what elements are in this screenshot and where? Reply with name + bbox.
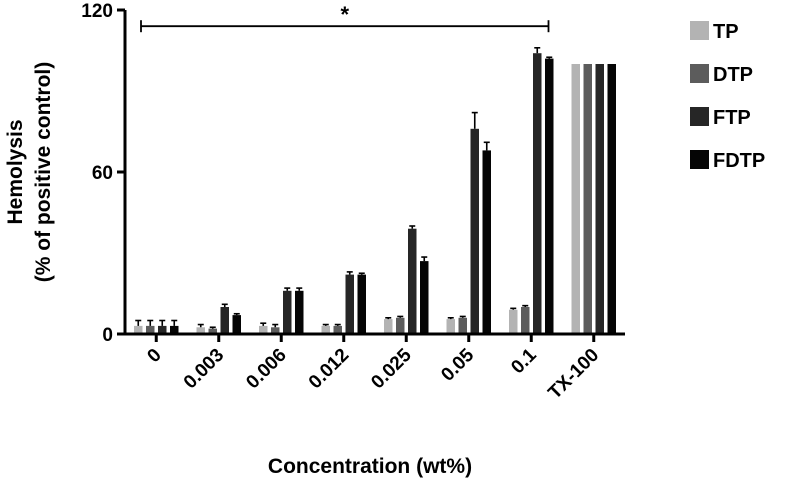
bar-dtp-2 (271, 327, 280, 335)
x-tick-label-5: 0.05 (437, 344, 478, 385)
legend-label-tp: TP (713, 21, 739, 43)
error-bar-fdtp-6 (546, 56, 553, 59)
error-bar-tp-3 (322, 323, 329, 326)
error-bar-fdtp-5 (483, 141, 490, 151)
bar-ftp-3 (345, 274, 354, 334)
legend: TP DTP FTP FDTP (690, 21, 765, 172)
bar-ftp-6 (533, 53, 542, 334)
bar-ftp-0 (158, 325, 167, 334)
error-bar-tp-1 (197, 323, 204, 328)
legend-swatch-tp (690, 21, 709, 40)
error-bar-tp-5 (447, 316, 454, 320)
x-tick-label-3: 0.012 (305, 345, 353, 393)
x-tick-label-7: TX-100 (544, 345, 603, 404)
bar-fdtp-6 (545, 58, 554, 334)
error-bar-fdtp-4 (421, 256, 428, 262)
bar-ftp-1 (220, 307, 229, 334)
bar-ftp-5 (470, 128, 479, 334)
error-bar-ftp-6 (534, 46, 541, 54)
legend-swatch-dtp (690, 64, 709, 83)
bar-fdtp-7 (607, 64, 616, 334)
bar-ftp-4 (408, 228, 417, 334)
error-bar-fdtp-3 (358, 272, 365, 275)
y-axis-title: Hemolysis (4, 119, 27, 224)
y-axis: 0 60 120 (81, 1, 127, 346)
significance-star: * (340, 2, 349, 27)
y-tick-label-0: 0 (102, 325, 113, 346)
x-axis-title: Concentration (wt%) (268, 455, 472, 478)
plot-area (134, 46, 616, 335)
bar-dtp-1 (208, 328, 217, 334)
significance-annotation: * (140, 2, 550, 33)
bar-tp-5 (446, 319, 455, 334)
x-tick-label-2: 0.006 (242, 345, 290, 393)
legend-item-fdtp: FDTP (690, 150, 765, 172)
error-bar-tp-2 (260, 322, 267, 326)
x-axis: 0 0.003 0.006 0.012 0.025 0.05 0.1 TX-100 (125, 332, 625, 404)
y-tick-label-1: 60 (92, 163, 113, 184)
bar-fdtp-3 (357, 274, 366, 334)
bar-dtp-6 (521, 307, 530, 334)
error-bar-dtp-4 (397, 315, 404, 318)
error-bar-ftp-0 (159, 319, 166, 326)
error-bar-fdtp-1 (233, 312, 240, 316)
bar-tp-7 (571, 64, 580, 334)
bar-tp-0 (134, 325, 143, 334)
bar-fdtp-0 (170, 325, 179, 334)
legend-swatch-ftp (690, 107, 709, 126)
bar-fdtp-5 (482, 150, 491, 334)
error-bar-tp-4 (385, 316, 392, 320)
bar-ftp-7 (595, 64, 604, 334)
error-bar-ftp-5 (471, 111, 478, 129)
legend-item-dtp: DTP (690, 64, 753, 86)
error-bar-tp-0 (135, 319, 142, 326)
error-bar-fdtp-0 (171, 319, 178, 326)
y-tick-label-2: 120 (81, 1, 113, 22)
legend-item-tp: TP (690, 21, 739, 43)
legend-item-ftp: FTP (690, 107, 751, 129)
bar-dtp-3 (333, 325, 342, 334)
bar-fdtp-4 (420, 261, 429, 334)
error-bar-dtp-5 (459, 315, 466, 318)
error-bar-dtp-3 (334, 323, 341, 326)
bar-ftp-2 (283, 290, 292, 334)
bar-tp-4 (384, 319, 393, 334)
bar-dtp-5 (458, 317, 467, 334)
legend-swatch-fdtp (690, 150, 709, 169)
error-bar-dtp-6 (522, 304, 529, 307)
bar-tp-6 (509, 309, 518, 334)
y-axis-subtitle: (% of positive control) (32, 62, 55, 283)
legend-label-fdtp: FDTP (713, 150, 765, 172)
error-bar-ftp-4 (409, 225, 416, 229)
error-bar-dtp-0 (147, 319, 154, 326)
error-bar-ftp-1 (221, 303, 228, 307)
x-tick-label-0: 0 (143, 345, 165, 367)
error-bar-ftp-2 (284, 287, 291, 291)
error-bar-fdtp-2 (296, 287, 303, 291)
bar-fdtp-2 (295, 290, 304, 334)
error-bar-ftp-3 (346, 271, 353, 275)
legend-label-ftp: FTP (713, 107, 751, 129)
error-bar-tp-6 (510, 307, 517, 310)
error-bar-dtp-1 (209, 326, 216, 329)
bar-dtp-0 (146, 325, 155, 334)
bar-dtp-4 (396, 317, 405, 334)
bar-dtp-7 (583, 64, 592, 334)
x-tick-label-1: 0.003 (180, 345, 228, 393)
bar-fdtp-1 (232, 315, 241, 334)
error-bar-dtp-2 (272, 323, 279, 328)
bar-tp-1 (196, 327, 205, 335)
x-tick-label-6: 0.1 (507, 344, 541, 378)
bar-tp-3 (321, 325, 330, 334)
bar-tp-2 (259, 325, 268, 334)
x-tick-label-4: 0.025 (367, 344, 416, 393)
legend-label-dtp: DTP (713, 64, 753, 86)
